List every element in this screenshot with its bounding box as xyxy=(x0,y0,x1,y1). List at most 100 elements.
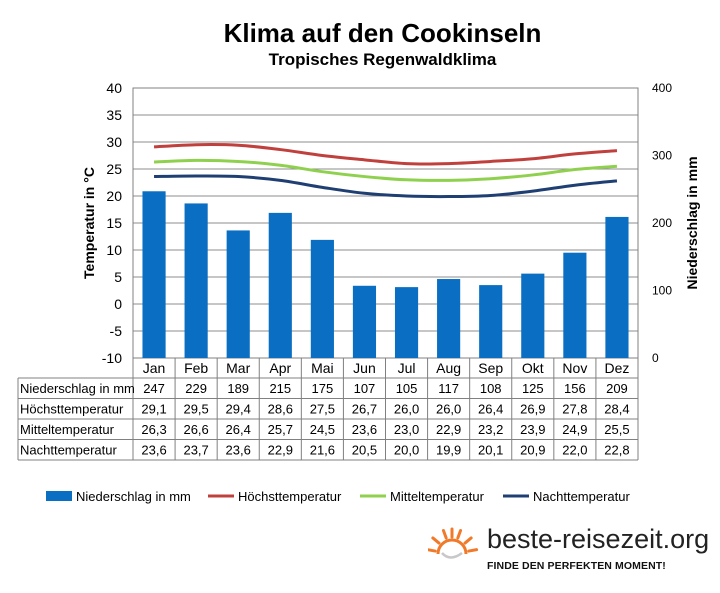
category-label: Feb xyxy=(184,360,208,376)
table-row-header: Mitteltemperatur xyxy=(20,422,115,437)
chart-title: Klima auf den Cookinseln xyxy=(223,18,542,48)
table-cell: 25,5 xyxy=(604,422,629,437)
table-cell: 23,6 xyxy=(352,422,377,437)
table-cell: 25,7 xyxy=(268,422,293,437)
table-cell: 22,0 xyxy=(562,443,587,458)
chart-subtitle: Tropisches Regenwaldklima xyxy=(268,50,497,69)
table-cell: 125 xyxy=(522,381,544,396)
table-cell: 27,8 xyxy=(562,402,587,417)
left-axis-tick-label: 35 xyxy=(106,107,122,123)
category-label: Mai xyxy=(311,360,334,376)
legend-label: Niederschlag in mm xyxy=(76,489,191,504)
right-axis-tick-label: 0 xyxy=(652,351,659,365)
table-cell: 105 xyxy=(396,381,418,396)
table-cell: 27,5 xyxy=(310,402,335,417)
right-axis-tick-label: 100 xyxy=(652,284,672,298)
table-row-header: Nachttemperatur xyxy=(20,443,117,458)
table-cell: 20,1 xyxy=(478,443,503,458)
sun-icon xyxy=(428,527,479,559)
left-axis-tick-label: 25 xyxy=(106,161,122,177)
table-cell: 247 xyxy=(143,381,165,396)
table-cell: 29,4 xyxy=(226,402,251,417)
table-cell: 209 xyxy=(606,381,628,396)
legend-swatch xyxy=(46,491,72,501)
table-cell: 229 xyxy=(185,381,207,396)
table-cell: 23,0 xyxy=(394,422,419,437)
table-cell: 23,9 xyxy=(520,422,545,437)
table-cell: 26,9 xyxy=(520,402,545,417)
category-label: Jul xyxy=(398,360,416,376)
category-label: Dez xyxy=(605,360,630,376)
table-cell: 29,1 xyxy=(141,402,166,417)
precipitation-bar xyxy=(605,216,629,358)
table-cell: 175 xyxy=(312,381,334,396)
right-axis-tick-label: 400 xyxy=(652,81,672,95)
table-cell: 26,4 xyxy=(478,402,503,417)
table-cell: 189 xyxy=(227,381,249,396)
logo-text[interactable]: beste-reisezeit.org xyxy=(487,524,710,554)
table-row-header: Niederschlag in mm xyxy=(20,381,135,396)
temperature-line xyxy=(153,158,618,182)
table-cell: 24,5 xyxy=(310,422,335,437)
table-cell: 20,0 xyxy=(394,443,419,458)
table-cell: 28,4 xyxy=(604,402,629,417)
table-row-header: Höchsttemperatur xyxy=(20,402,124,417)
precipitation-bar xyxy=(563,252,587,358)
table-cell: 107 xyxy=(354,381,376,396)
temperature-line xyxy=(153,143,618,166)
category-label: Nov xyxy=(562,360,587,376)
category-label: Apr xyxy=(269,360,291,376)
precipitation-bar xyxy=(479,285,503,358)
table-cell: 21,6 xyxy=(310,443,335,458)
sun-ray xyxy=(463,536,473,545)
table-cell: 26,0 xyxy=(436,402,461,417)
precipitation-bar xyxy=(394,287,419,358)
sun-ray xyxy=(441,529,448,540)
table-cell: 20,5 xyxy=(352,443,377,458)
right-axis-tick-label: 300 xyxy=(652,149,672,163)
precipitation-bar xyxy=(184,203,208,358)
table-cell: 23,6 xyxy=(226,443,251,458)
table-cell: 26,6 xyxy=(183,422,208,437)
left-axis-tick-label: -10 xyxy=(102,350,122,366)
table-cell: 22,8 xyxy=(604,443,629,458)
category-label: Mar xyxy=(226,360,250,376)
left-axis-tick-label: 0 xyxy=(114,296,122,312)
right-axis-title: Niederschlag in mm xyxy=(684,156,700,289)
precipitation-bar xyxy=(437,279,461,358)
table-cell: 20,9 xyxy=(520,443,545,458)
table-cell: 24,9 xyxy=(562,422,587,437)
legend-label: Nachttemperatur xyxy=(533,489,630,504)
left-axis-title: Temperatur in °C xyxy=(81,167,97,279)
table-cell: 26,4 xyxy=(226,422,251,437)
left-axis-tick-label: -5 xyxy=(110,323,123,339)
left-axis-tick-label: 15 xyxy=(106,215,122,231)
table-cell: 215 xyxy=(269,381,291,396)
category-label: Jun xyxy=(353,360,376,376)
left-axis-tick-label: 30 xyxy=(106,134,122,150)
category-label: Okt xyxy=(522,360,544,376)
sun-ray xyxy=(431,536,441,545)
table-cell: 156 xyxy=(564,381,586,396)
table-cell: 22,9 xyxy=(268,443,293,458)
table-cell: 26,3 xyxy=(141,422,166,437)
table-cell: 108 xyxy=(480,381,502,396)
table-cell: 117 xyxy=(438,381,459,396)
table-cell: 28,6 xyxy=(268,402,293,417)
right-axis-tick-label: 200 xyxy=(652,216,672,230)
table-cell: 23,6 xyxy=(141,443,166,458)
table-cell: 23,2 xyxy=(478,422,503,437)
sun-ray xyxy=(428,548,437,553)
precipitation-bar xyxy=(226,230,250,358)
table-cell: 26,0 xyxy=(394,402,419,417)
temperature-line xyxy=(154,174,618,199)
legend-label: Höchsttemperatur xyxy=(238,489,342,504)
table-cell: 29,5 xyxy=(183,402,208,417)
sun-ray xyxy=(467,548,479,553)
precipitation-bar xyxy=(310,239,334,358)
table-cell: 26,7 xyxy=(352,402,377,417)
precipitation-bar xyxy=(268,212,292,358)
table-cell: 19,9 xyxy=(436,443,461,458)
left-axis-tick-label: 10 xyxy=(106,242,122,258)
